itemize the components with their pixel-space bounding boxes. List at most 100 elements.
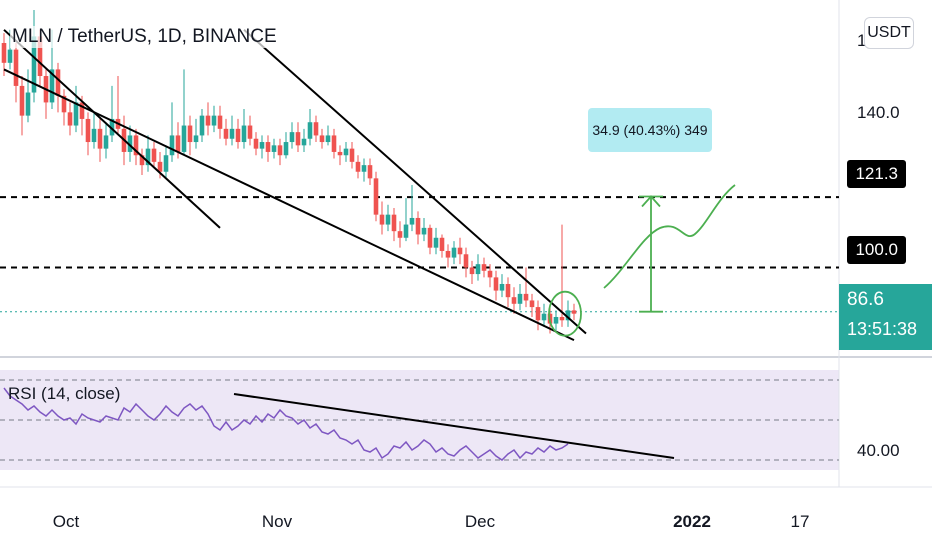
- rsi-trendline: [233, 393, 675, 459]
- time-tick-label: Dec: [465, 512, 496, 531]
- chart-title: MLN / TetherUS, 1D, BINANCE: [10, 26, 279, 48]
- candle-body: [157, 161, 163, 172]
- candle-body: [85, 118, 91, 143]
- candle-body: [241, 125, 247, 143]
- candle-body: [517, 293, 523, 304]
- candle-body: [511, 297, 517, 304]
- candle-body: [523, 293, 529, 301]
- candle-body: [25, 92, 31, 116]
- candle-body: [343, 148, 349, 156]
- candle-body: [457, 247, 463, 255]
- candle-body: [469, 267, 475, 275]
- candle-body: [133, 135, 139, 156]
- candle-body: [433, 237, 439, 248]
- level-label-100[interactable]: 100.0: [847, 236, 906, 264]
- projection-path: [603, 184, 736, 289]
- candle-body: [19, 85, 25, 116]
- candle-body: [535, 307, 541, 321]
- candle-body: [61, 95, 67, 113]
- candle-body: [439, 237, 445, 251]
- highlight-ellipse: [548, 290, 582, 337]
- candle-body: [355, 161, 361, 172]
- time-tick-label: Nov: [262, 512, 293, 531]
- candle-body: [373, 178, 379, 215]
- candle-body: [211, 115, 217, 126]
- candle-body: [361, 165, 367, 172]
- candle-body: [79, 102, 85, 119]
- candle-body: [571, 310, 577, 314]
- time-tick-label: Oct: [53, 512, 80, 531]
- candle-body: [289, 132, 295, 143]
- candle-body: [505, 283, 511, 298]
- candle-body: [421, 227, 427, 235]
- candle-body: [55, 69, 61, 96]
- candle-body: [7, 49, 13, 63]
- measure-label[interactable]: 34.9 (40.43%) 349: [588, 108, 712, 152]
- candle-body: [529, 300, 535, 308]
- candle-body: [403, 224, 409, 238]
- candle-body: [193, 135, 199, 143]
- candle-body: [109, 118, 115, 136]
- level-label-121-3-text: 121.3: [855, 164, 898, 183]
- candle-body: [91, 128, 97, 143]
- candle-body: [349, 148, 355, 162]
- candle-body: [487, 270, 493, 278]
- candle-body: [313, 122, 319, 136]
- candle-body: [499, 283, 505, 291]
- candle-body: [475, 264, 481, 275]
- candle-body: [559, 316, 565, 321]
- candle-body: [139, 155, 145, 166]
- candle-body: [97, 128, 103, 149]
- candle-body: [217, 115, 223, 129]
- last-price-value: 86.6: [847, 289, 884, 310]
- candle-body: [445, 250, 451, 258]
- candle-body: [307, 122, 313, 139]
- candle-body: [295, 132, 301, 146]
- candle-body: [175, 135, 181, 152]
- candle-body: [103, 135, 109, 149]
- currency-button[interactable]: USDT: [864, 17, 914, 49]
- candle-body: [163, 155, 169, 172]
- candle-body: [247, 125, 253, 139]
- candle-body: [463, 254, 469, 268]
- candle-body: [271, 145, 277, 152]
- candle-body: [37, 36, 43, 77]
- candle-body: [301, 138, 307, 146]
- candle-body: [367, 165, 373, 179]
- trendline-lower-descending: [3, 68, 575, 342]
- last-price-label: 86.6 13:51:38: [839, 284, 932, 350]
- candle-body: [151, 148, 157, 162]
- price-tick-label: 1: [857, 31, 866, 50]
- measure-arrow-head: [641, 195, 661, 208]
- candle-body: [145, 148, 151, 166]
- candle-body: [49, 69, 55, 103]
- candle-body: [553, 316, 559, 324]
- candle-body: [229, 128, 235, 139]
- candle-body: [331, 135, 337, 152]
- candle-body: [199, 115, 205, 136]
- candle-body: [385, 214, 391, 225]
- candle-body: [127, 135, 133, 152]
- candle-body: [1, 43, 7, 63]
- candle-body: [481, 264, 487, 271]
- level-label-121-3[interactable]: 121.3: [847, 160, 906, 188]
- trendline-steep-descending: [243, 29, 587, 335]
- candle-body: [259, 142, 265, 149]
- candle-countdown: 13:51:38: [847, 319, 918, 339]
- candle-body: [427, 227, 433, 248]
- rsi-label: RSI (14, close): [8, 384, 121, 403]
- candle-body: [319, 135, 325, 143]
- rsi-tick-label: 40.00: [857, 441, 900, 460]
- time-tick-label: 2022: [673, 512, 711, 531]
- candle-body: [205, 115, 211, 126]
- candle-body: [181, 125, 187, 152]
- candle-body: [187, 125, 193, 143]
- candle-body: [415, 217, 421, 235]
- time-tick-label: 17: [791, 512, 810, 531]
- candle-body: [565, 310, 571, 321]
- candle-body: [391, 214, 397, 232]
- trendline-upper-descending: [3, 29, 221, 229]
- candle-body: [493, 277, 499, 291]
